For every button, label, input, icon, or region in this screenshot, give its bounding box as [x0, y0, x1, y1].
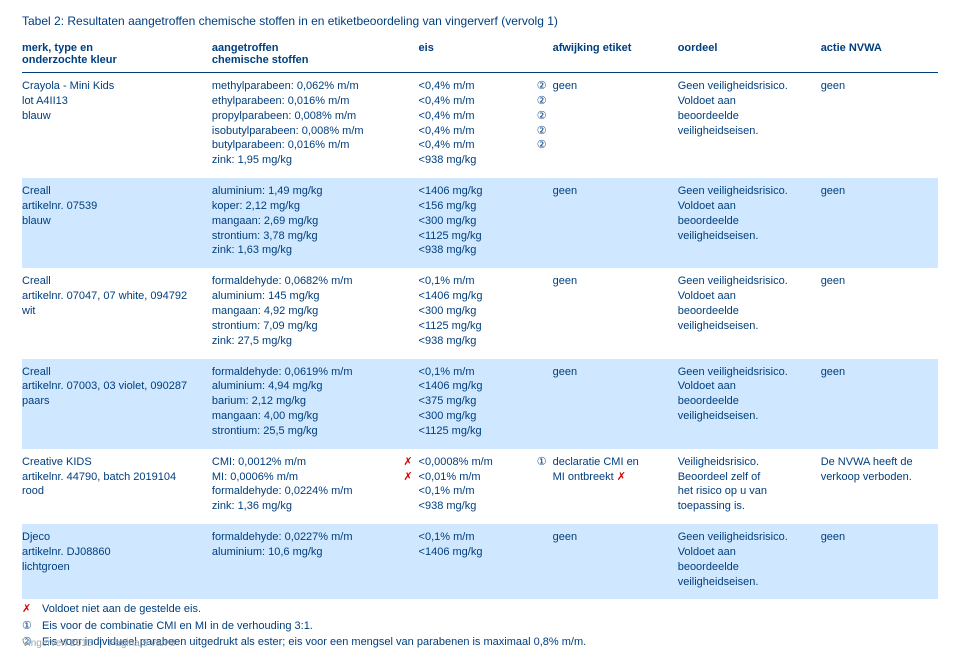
- results-table: merk, type en onderzochte kleur aangetro…: [22, 38, 938, 599]
- cell-merk: Creallartikelnr. 07003, 03 violet, 09028…: [22, 359, 212, 449]
- footer-sep: |: [99, 638, 102, 649]
- legend-note: ✗Voldoet niet aan de gestelde eis.: [22, 601, 938, 618]
- table-row: Creallartikelnr. 07003, 03 violet, 09028…: [22, 359, 938, 449]
- col-eis: eis: [419, 38, 553, 73]
- cell-actie: De NVWA heeft deverkoop verboden.: [821, 449, 938, 524]
- col-merk: merk, type en onderzochte kleur: [22, 38, 212, 73]
- cell-eis: <1406 mg/kg<156 mg/kg<300 mg/kg<1125 mg/…: [419, 178, 553, 268]
- table-row: Creative KIDSartikelnr. 44790, batch 201…: [22, 449, 938, 524]
- cell-stoffen: aluminium: 1,49 mg/kgkoper: 2,12 mg/kgma…: [212, 178, 419, 268]
- footer-left: Vingerverf 2015: [22, 638, 92, 649]
- cell-afwijking: geen: [553, 524, 678, 599]
- cell-eis: <0,1% m/m<1406 mg/kg<300 mg/kg<1125 mg/k…: [419, 268, 553, 358]
- cell-afwijking: geen: [553, 178, 678, 268]
- cell-merk: Djecoartikelnr. DJ08860lichtgroen: [22, 524, 212, 599]
- cell-oordeel: Geen veiligheidsrisico.Voldoet aanbeoord…: [678, 178, 821, 268]
- cell-oordeel: Geen veiligheidsrisico.Voldoet aanbeoord…: [678, 268, 821, 358]
- cell-merk: Crayola - Mini Kidslot A4II13blauw: [22, 73, 212, 179]
- cell-stoffen: methylparabeen: 0,062% m/methylparabeen:…: [212, 73, 419, 179]
- cell-actie: geen: [821, 178, 938, 268]
- table-header-row: merk, type en onderzochte kleur aangetro…: [22, 38, 938, 73]
- cell-afwijking: geen: [553, 359, 678, 449]
- table-row: Creallartikelnr. 07539blauwaluminium: 1,…: [22, 178, 938, 268]
- cell-actie: geen: [821, 359, 938, 449]
- cell-afwijking: geen: [553, 268, 678, 358]
- cell-stoffen: CMI: 0,0012% m/m✗MI: 0,0006% m/m✗formald…: [212, 449, 419, 524]
- footer-right: Pagina 5 van 8: [109, 638, 176, 649]
- col-stoffen: aangetroffen chemische stoffen: [212, 38, 419, 73]
- cell-oordeel: Veiligheidsrisico.Beoordeel zelf ofhet r…: [678, 449, 821, 524]
- page-footer: Vingerverf 2015 | Pagina 5 van 8: [22, 638, 175, 649]
- cell-actie: geen: [821, 268, 938, 358]
- cell-actie: geen: [821, 73, 938, 179]
- cell-eis: <0,4% m/m②<0,4% m/m②<0,4% m/m②<0,4% m/m②…: [419, 73, 553, 179]
- table-row: Crayola - Mini Kidslot A4II13blauwmethyl…: [22, 73, 938, 179]
- cell-oordeel: Geen veiligheidsrisico.Voldoet aanbeoord…: [678, 524, 821, 599]
- cell-stoffen: formaldehyde: 0,0682% m/maluminium: 145 …: [212, 268, 419, 358]
- col-actie: actie NVWA: [821, 38, 938, 73]
- table-row: Creallartikelnr. 07047, 07 white, 094792…: [22, 268, 938, 358]
- cell-stoffen: formaldehyde: 0,0227% m/maluminium: 10,6…: [212, 524, 419, 599]
- table-row: Djecoartikelnr. DJ08860lichtgroenformald…: [22, 524, 938, 599]
- legend-note: ①Eis voor de combinatie CMI en MI in de …: [22, 618, 938, 635]
- cell-eis: <0,0008% m/m①<0,01% m/m<0,1% m/m<938 mg/…: [419, 449, 553, 524]
- cell-oordeel: Geen veiligheidsrisico.Voldoet aanbeoord…: [678, 73, 821, 179]
- table-title: Tabel 2: Resultaten aangetroffen chemisc…: [22, 14, 938, 28]
- cell-eis: <0,1% m/m<1406 mg/kg<375 mg/kg<300 mg/kg…: [419, 359, 553, 449]
- cell-stoffen: formaldehyde: 0,0619% m/maluminium: 4,94…: [212, 359, 419, 449]
- col-afwijking: afwijking etiket: [553, 38, 678, 73]
- cell-actie: geen: [821, 524, 938, 599]
- cell-afwijking: geen: [553, 73, 678, 179]
- cell-afwijking: declaratie CMI enMI ontbreekt ✗: [553, 449, 678, 524]
- cell-merk: Creallartikelnr. 07047, 07 white, 094792…: [22, 268, 212, 358]
- cell-eis: <0,1% m/m<1406 mg/kg: [419, 524, 553, 599]
- cell-merk: Creallartikelnr. 07539blauw: [22, 178, 212, 268]
- col-oordeel: oordeel: [678, 38, 821, 73]
- cell-merk: Creative KIDSartikelnr. 44790, batch 201…: [22, 449, 212, 524]
- cell-oordeel: Geen veiligheidsrisico.Voldoet aanbeoord…: [678, 359, 821, 449]
